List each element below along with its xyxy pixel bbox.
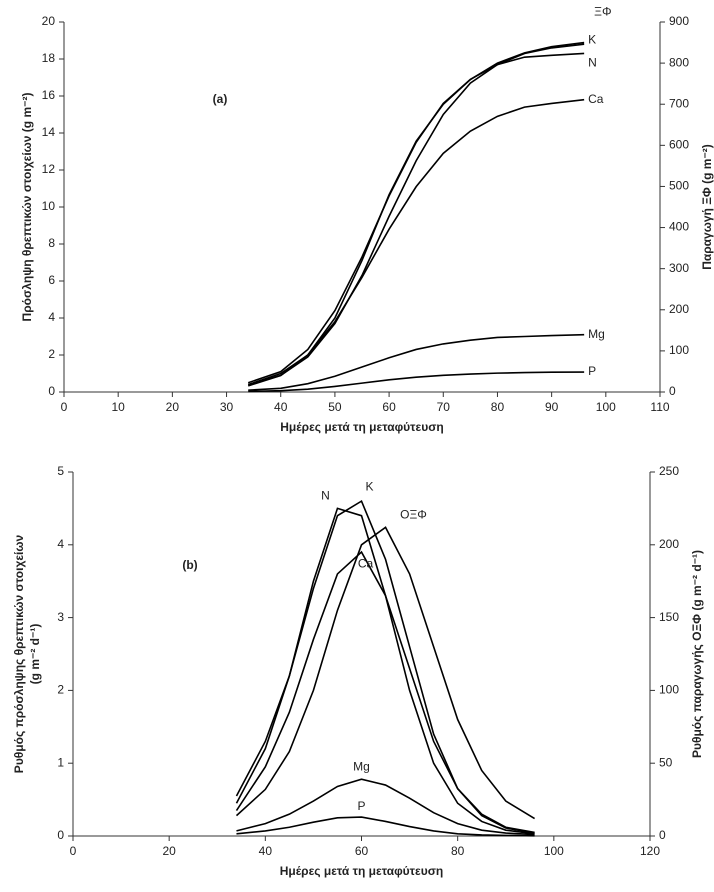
x-tick-label: 0 bbox=[61, 400, 68, 414]
x-tick-label: 40 bbox=[259, 844, 273, 858]
series-label: Ca bbox=[588, 92, 604, 106]
y2-axis-title: Ρυθμός παραγωγής ΟΞΦ (g m⁻² d⁻¹) bbox=[690, 550, 704, 758]
series-line bbox=[236, 816, 535, 837]
x-tick-label: 70 bbox=[437, 400, 451, 414]
series-label: N bbox=[321, 489, 330, 503]
x-tick-label: 60 bbox=[382, 400, 396, 414]
y-axis-title: Ρυθμός πρόσληψης θρεπτικών στοιχείων bbox=[12, 534, 26, 773]
y2-tick-label: 0 bbox=[659, 828, 666, 842]
y2-tick-label: 0 bbox=[669, 384, 676, 398]
y-tick-label: 18 bbox=[42, 51, 56, 65]
y2-tick-label: 150 bbox=[659, 610, 679, 624]
y-tick-label: 3 bbox=[57, 610, 64, 624]
y2-tick-label: 250 bbox=[659, 464, 679, 478]
y2-tick-label: 900 bbox=[669, 14, 689, 28]
x-tick-label: 50 bbox=[328, 400, 342, 414]
series-line bbox=[248, 371, 585, 393]
y-tick-label: 6 bbox=[48, 273, 55, 287]
y-tick-label: 2 bbox=[57, 683, 64, 697]
y-tick-label: 14 bbox=[42, 125, 56, 139]
y2-tick-label: 100 bbox=[659, 683, 679, 697]
x-tick-label: 110 bbox=[650, 400, 669, 414]
series-line bbox=[235, 550, 535, 834]
y-tick-label: 4 bbox=[57, 537, 64, 551]
x-tick-label: 60 bbox=[355, 844, 369, 858]
x-tick-label: 80 bbox=[491, 400, 505, 414]
panel-label: (b) bbox=[182, 558, 197, 572]
x-tick-label: 100 bbox=[544, 844, 564, 858]
series-line bbox=[236, 778, 535, 836]
y-tick-label: 0 bbox=[48, 384, 55, 398]
y-axis-title: Πρόσληψη θρεπτικών στοιχείων (g m⁻²) bbox=[20, 93, 34, 322]
series-line bbox=[235, 526, 536, 820]
y2-tick-label: 100 bbox=[669, 343, 689, 357]
x-axis-title: Ημέρες μετά τη μεταφύτευση bbox=[280, 864, 443, 878]
series-label: Mg bbox=[353, 759, 370, 773]
series-label: N bbox=[588, 56, 597, 70]
x-tick-label: 80 bbox=[451, 844, 465, 858]
series-label: K bbox=[365, 479, 373, 493]
series-line bbox=[247, 52, 585, 384]
series-line bbox=[247, 98, 585, 386]
y2-tick-label: 200 bbox=[669, 302, 689, 316]
series-line bbox=[235, 499, 535, 834]
series-label: ΟΞΦ bbox=[400, 507, 427, 521]
x-tick-label: 120 bbox=[640, 844, 660, 858]
series-line bbox=[248, 333, 585, 391]
y-tick-label: 12 bbox=[42, 162, 56, 176]
series-label: Ca bbox=[358, 556, 374, 570]
y2-tick-label: 600 bbox=[669, 138, 689, 152]
y2-tick-label: 300 bbox=[669, 261, 689, 275]
y-tick-label: 4 bbox=[48, 310, 55, 324]
y2-tick-label: 400 bbox=[669, 220, 689, 234]
y-tick-label: 5 bbox=[57, 464, 64, 478]
y-tick-label: 16 bbox=[42, 88, 56, 102]
y2-axis-title: Παραγωγή ΞΦ (g m⁻²) bbox=[700, 144, 714, 270]
x-tick-label: 30 bbox=[220, 400, 234, 414]
x-tick-label: 40 bbox=[274, 400, 288, 414]
x-axis-title: Ημέρες μετά τη μεταφύτευση bbox=[280, 420, 443, 434]
y-tick-label: 1 bbox=[57, 755, 64, 769]
y2-tick-label: 500 bbox=[669, 179, 689, 193]
series-label: K bbox=[588, 32, 596, 46]
y2-tick-label: 700 bbox=[669, 96, 689, 110]
x-tick-label: 20 bbox=[166, 400, 180, 414]
x-tick-label: 20 bbox=[162, 844, 176, 858]
y2-tick-label: 50 bbox=[659, 755, 673, 769]
y-tick-label: 8 bbox=[48, 236, 55, 250]
series-label: ΞΦ bbox=[594, 5, 611, 19]
x-tick-label: 0 bbox=[70, 844, 77, 858]
x-tick-label: 100 bbox=[596, 400, 616, 414]
y2-tick-label: 800 bbox=[669, 55, 689, 69]
x-tick-label: 10 bbox=[112, 400, 126, 414]
series-label: Mg bbox=[588, 327, 605, 341]
series-line bbox=[247, 41, 585, 387]
y-axis-title: (g m⁻² d⁻¹) bbox=[28, 624, 42, 685]
series-label: P bbox=[588, 364, 596, 378]
panel-label: (a) bbox=[213, 92, 228, 106]
y-tick-label: 20 bbox=[42, 14, 56, 28]
y2-tick-label: 200 bbox=[659, 537, 679, 551]
series-line bbox=[247, 43, 585, 386]
series-label: P bbox=[357, 799, 365, 813]
x-tick-label: 90 bbox=[545, 400, 559, 414]
y-tick-label: 0 bbox=[57, 828, 64, 842]
y-tick-label: 10 bbox=[42, 199, 56, 213]
y-tick-label: 2 bbox=[48, 347, 55, 361]
